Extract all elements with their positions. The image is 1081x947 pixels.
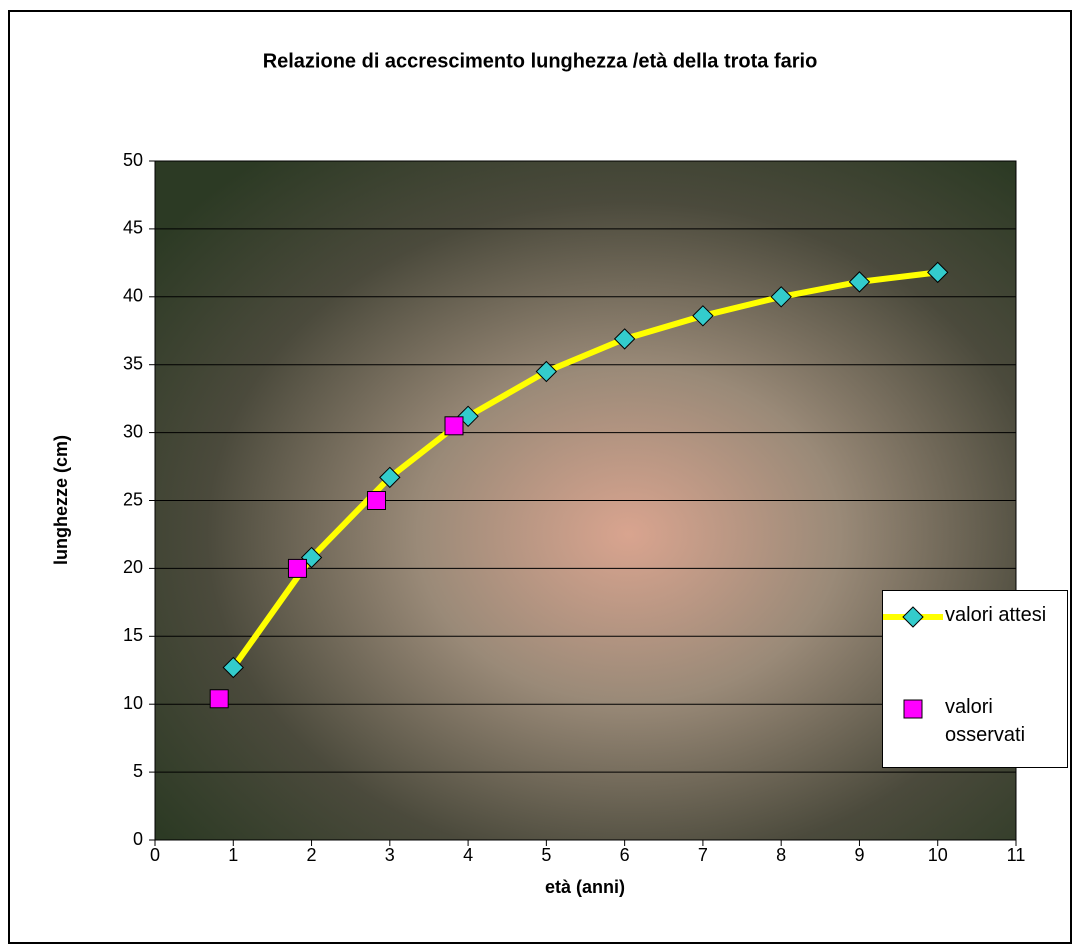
legend-item: valori osservati xyxy=(883,693,1069,773)
x-tick-label: 6 xyxy=(620,845,630,865)
data-point xyxy=(209,689,229,709)
legend-item: valori attesi xyxy=(883,601,1069,681)
y-tick-label: 10 xyxy=(123,693,143,713)
chart-title: Relazione di accrescimento lunghezza /et… xyxy=(263,50,818,72)
legend-label: valori attesi xyxy=(945,604,1047,626)
legend-marker xyxy=(902,606,924,628)
x-tick-label: 5 xyxy=(541,845,551,865)
x-tick-label: 2 xyxy=(307,845,317,865)
x-tick-label: 10 xyxy=(928,845,948,865)
legend-label: valori osservati xyxy=(945,696,1026,746)
data-point xyxy=(848,271,871,293)
x-tick-label: 8 xyxy=(776,845,786,865)
x-tick-label: 11 xyxy=(1007,845,1026,865)
y-axis-label: lunghezze (cm) xyxy=(51,435,71,565)
y-tick-label: 40 xyxy=(123,286,143,306)
data-point xyxy=(222,656,244,679)
y-tick-label: 50 xyxy=(123,150,143,170)
data-point xyxy=(535,360,558,383)
legend-marker xyxy=(903,699,923,719)
data-point xyxy=(613,328,636,350)
data-point xyxy=(692,305,714,327)
legend-symbol xyxy=(903,699,923,719)
data-point xyxy=(367,491,387,510)
x-tick-label: 9 xyxy=(854,845,864,865)
data-point xyxy=(379,466,401,489)
y-tick-label: 30 xyxy=(123,421,143,441)
x-axis-label: età (anni) xyxy=(545,877,625,897)
x-tick-label: 4 xyxy=(463,845,473,865)
data-point xyxy=(287,558,307,578)
y-tick-label: 45 xyxy=(123,218,143,238)
x-tick-label: 3 xyxy=(385,845,395,865)
y-tick-label: 5 xyxy=(133,761,143,781)
data-point xyxy=(927,261,949,284)
y-tick-label: 25 xyxy=(123,489,143,509)
legend: valori attesi valori osservati xyxy=(882,590,1068,768)
y-tick-label: 35 xyxy=(123,353,143,373)
data-point xyxy=(770,286,792,308)
y-tick-label: 20 xyxy=(123,557,143,577)
y-tick-label: 15 xyxy=(123,625,143,645)
y-tick-label: 0 xyxy=(133,829,143,849)
x-tick-label: 1 xyxy=(228,845,238,865)
plot-frame xyxy=(154,160,1017,841)
legend-symbol xyxy=(883,606,943,628)
x-tick-label: 7 xyxy=(698,845,708,865)
data-point xyxy=(444,416,464,436)
series-line xyxy=(230,269,939,670)
x-tick-label: 0 xyxy=(150,845,160,865)
